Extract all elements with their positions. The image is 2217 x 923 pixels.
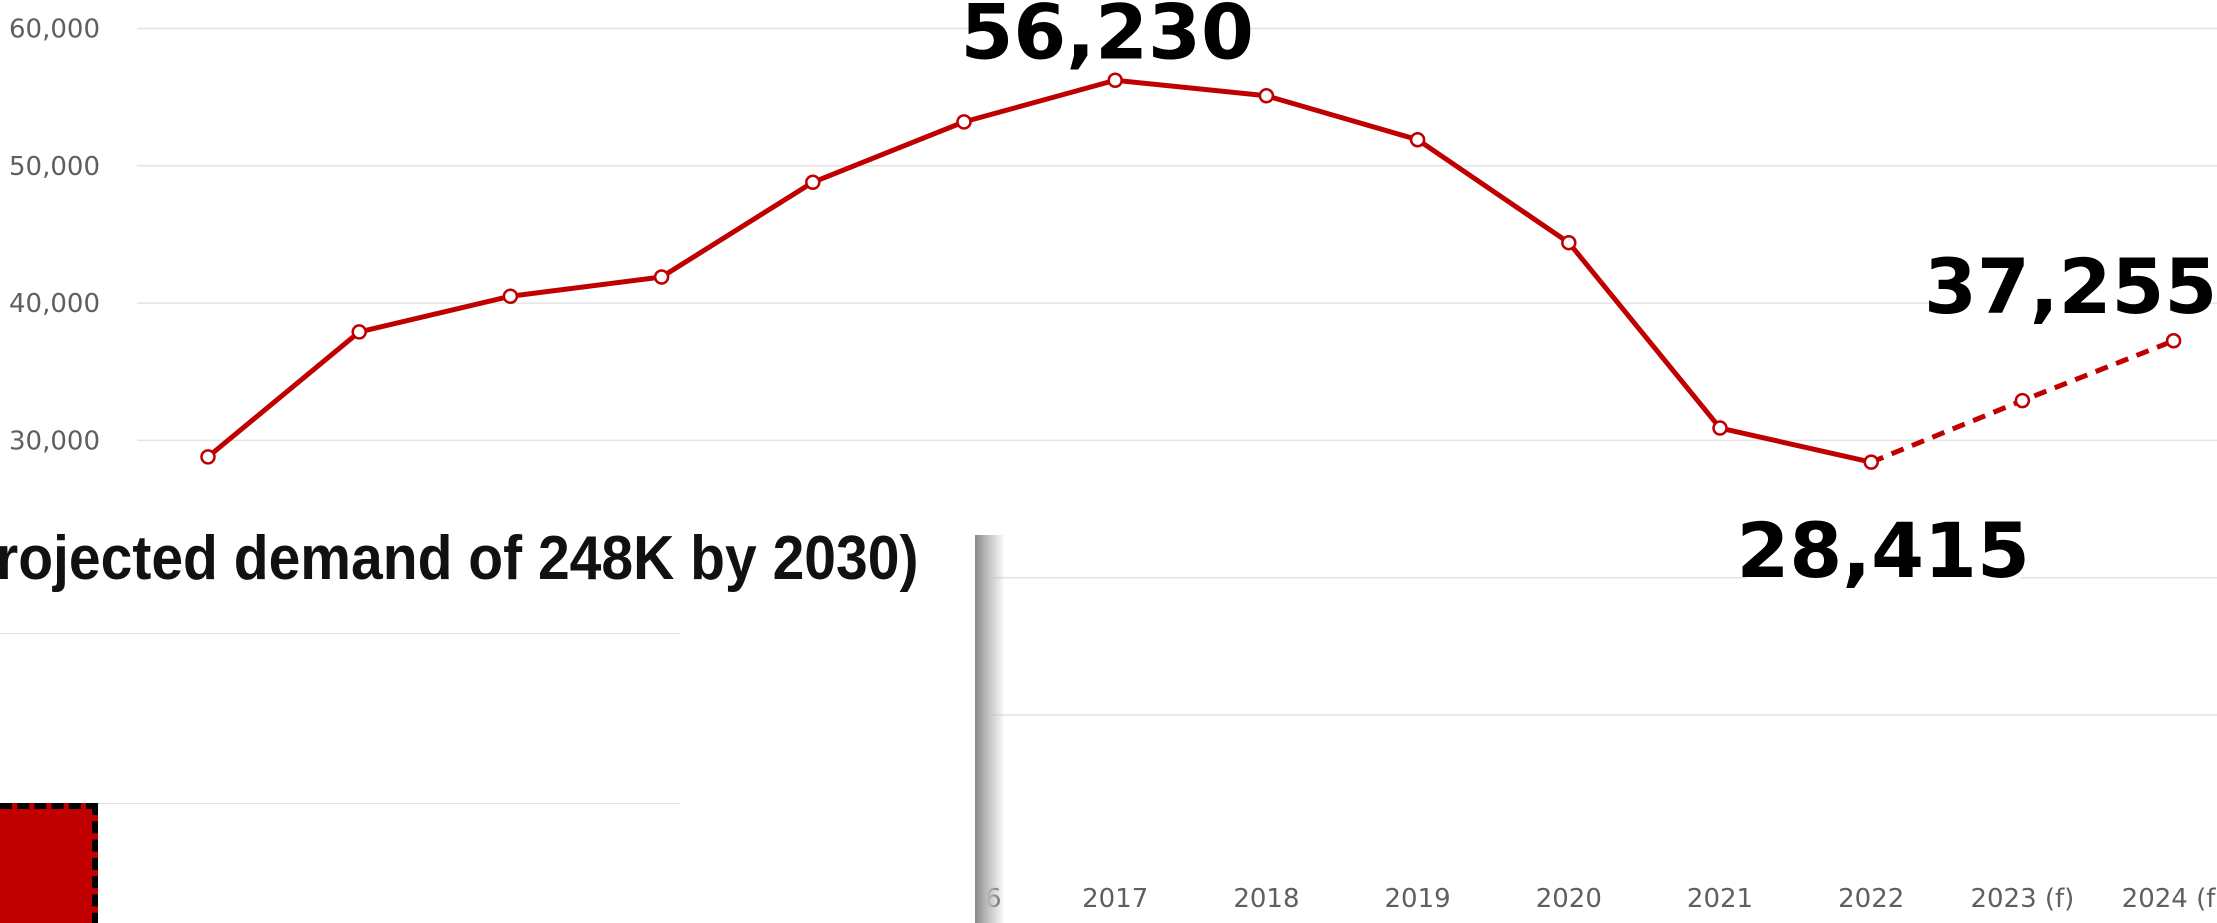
x-tick-label: 2023 (f) (1970, 884, 2074, 914)
y-tick-label: 30,000 (9, 426, 100, 456)
y-tick-label: 60,000 (9, 15, 100, 45)
overlay-grid-line (0, 803, 680, 804)
callout-background (1933, 256, 2208, 321)
data-point (200, 449, 216, 465)
x-axis-ticks: 62017201820192020202120222023 (f)2024 (f… (985, 884, 2217, 914)
x-tick-label: 2021 (1687, 884, 1753, 914)
data-point (1863, 454, 1879, 470)
data-point (1712, 420, 1728, 436)
callout-label: 28,415 (1737, 506, 2030, 595)
y-tick-label: 50,000 (9, 152, 100, 182)
overlay-shadow (975, 535, 1005, 923)
callout-label: 56,230 (961, 0, 1254, 76)
data-point (1409, 131, 1426, 148)
x-tick-label: 2024 (f) (2122, 884, 2217, 914)
callout-background (970, 2, 1245, 67)
overlay-bar (0, 803, 98, 923)
overlay-chart-fragment: rojected demand of 248K by 2030) (0, 520, 975, 923)
callout-background (1746, 521, 2021, 586)
x-tick-label: 2022 (1838, 884, 1904, 914)
overlay-grid-line (0, 633, 680, 634)
data-point (351, 324, 367, 340)
x-tick-label: 2017 (1082, 884, 1148, 914)
data-point (2165, 333, 2182, 349)
data-point (502, 288, 519, 304)
series-line-actual (205, 77, 1874, 465)
x-tick-label: 2018 (1233, 884, 1299, 914)
data-point (1107, 72, 1123, 89)
data-point (956, 114, 972, 130)
y-tick-label: 40,000 (9, 289, 100, 319)
data-point (653, 269, 670, 285)
callout-label: 37,255 (1924, 242, 2217, 331)
data-point (805, 174, 821, 191)
series-points (200, 72, 2182, 470)
x-tick-label: 2019 (1385, 884, 1451, 914)
y-axis-ticks: 30,000 40,000 50,000 60,000 (9, 15, 100, 457)
series-line (205, 77, 2175, 465)
data-point (1258, 88, 1275, 104)
x-tick-label: 2020 (1536, 884, 1602, 914)
data-point (1561, 234, 1577, 251)
data-point (2014, 392, 2031, 409)
value-callouts: 56,230 28,415 37,255 (961, 0, 2217, 595)
overlay-title: rojected demand of 248K by 2030) (0, 524, 919, 593)
